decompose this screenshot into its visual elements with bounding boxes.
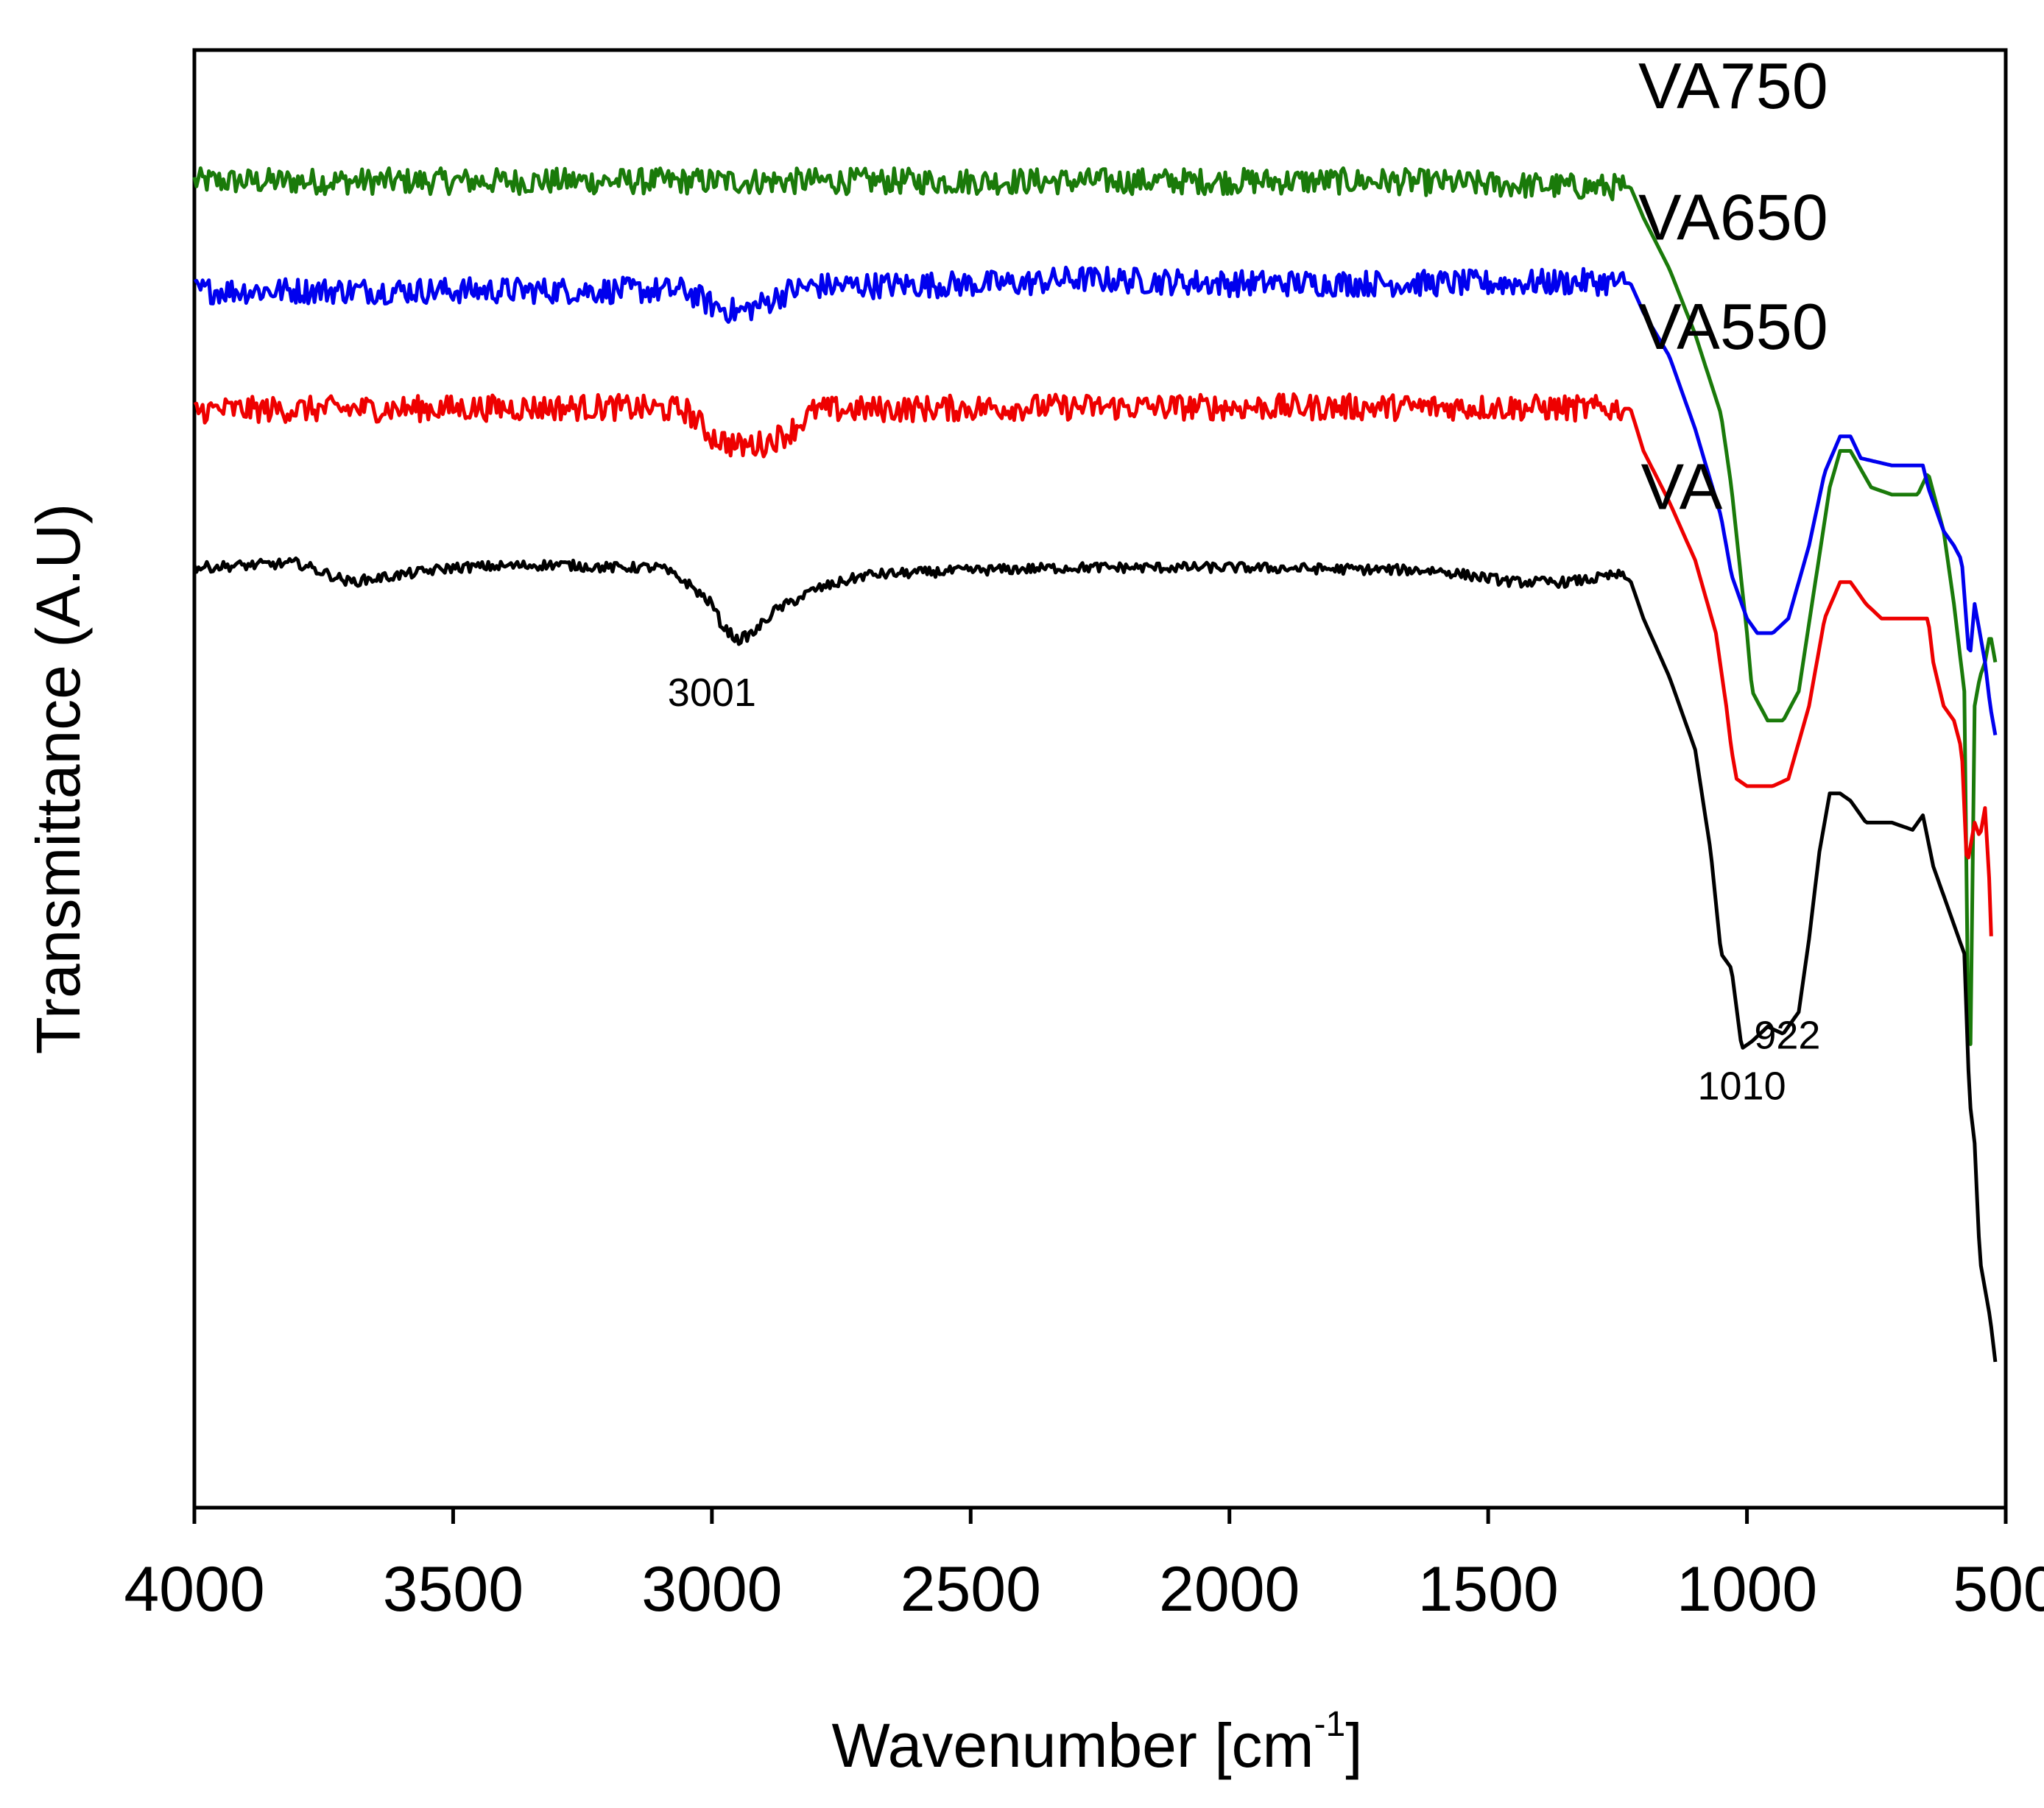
series-label-va750: VA750 [1638, 49, 1828, 122]
x-axis-title: Wavenumber [cm-1] [831, 1705, 1362, 1780]
series-lines [192, 166, 1998, 1363]
series-label-va550: VA550 [1638, 290, 1828, 363]
x-axis-title-main: Wavenumber [cm [831, 1711, 1314, 1780]
x-axis: 4000 3500 3000 2500 2000 1500 1000 500 [124, 1508, 2044, 1625]
x-tick-label: 500 [1953, 1554, 2044, 1625]
series-line-va750 [192, 166, 1998, 1046]
peak-annotation: 3001 [668, 671, 756, 715]
x-axis-title-sup: -1 [1314, 1705, 1346, 1744]
x-tick-label: 2500 [901, 1554, 1041, 1625]
peak-annotation: 1010 [1697, 1064, 1786, 1109]
series-labels: VA750 VA650 VA550 VA [1638, 49, 1828, 523]
series-label-va: VA [1641, 451, 1722, 523]
x-tick-label: 4000 [124, 1554, 264, 1625]
series-label-va650: VA650 [1638, 180, 1828, 253]
x-tick-label: 1500 [1417, 1554, 1558, 1625]
x-tick-label: 1000 [1677, 1554, 1817, 1625]
x-tick-label: 2000 [1159, 1554, 1300, 1625]
y-axis-title: Transmittance (A.U) [24, 504, 93, 1054]
series-line-va550 [193, 392, 1993, 936]
peak-annotations: 3001 1010 922 [668, 671, 1821, 1109]
x-axis-title-end: ] [1345, 1711, 1362, 1780]
x-tick-label: 3500 [383, 1554, 524, 1625]
x-tick-label: 3000 [641, 1554, 782, 1625]
plot-frame [192, 48, 2008, 1510]
series-line-va650 [194, 265, 1998, 736]
series-line-va [192, 556, 1998, 1363]
peak-annotation: 922 [1754, 1013, 1820, 1057]
